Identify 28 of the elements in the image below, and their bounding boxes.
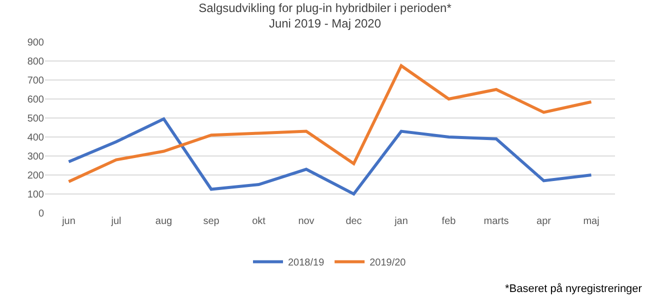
x-tick-label: dec bbox=[346, 216, 362, 227]
y-tick-label: 800 bbox=[27, 56, 44, 68]
x-tick-label: maj bbox=[583, 216, 600, 227]
y-tick-label: 0 bbox=[38, 208, 44, 220]
x-tick-label: jul bbox=[110, 216, 122, 227]
legend-label: 2019/20 bbox=[370, 258, 406, 269]
y-tick-label: 900 bbox=[27, 38, 44, 48]
x-tick-label: feb bbox=[442, 216, 456, 227]
text: *Baseret på nyregistreringer bbox=[505, 283, 642, 295]
x-tick-label: apr bbox=[536, 216, 552, 227]
line-series bbox=[67, 64, 593, 184]
y-tick-label: 300 bbox=[27, 152, 44, 162]
line-series bbox=[67, 117, 593, 196]
y-tick-label: 200 bbox=[27, 170, 44, 182]
x-tick-label: marts bbox=[484, 216, 509, 227]
y-tick-label: 700 bbox=[27, 76, 44, 86]
x-tick-label: jun bbox=[61, 216, 76, 227]
y-tick-label: 500 bbox=[27, 114, 44, 124]
x-tick-label: sep bbox=[203, 216, 220, 227]
legend-label: 2018/19 bbox=[288, 258, 325, 269]
y-tick-label: 600 bbox=[27, 94, 44, 106]
x-tick-label: aug bbox=[155, 216, 172, 227]
y-tick-label: 400 bbox=[27, 132, 44, 144]
x-tick-label: okt bbox=[252, 216, 266, 227]
x-tick-label: jan bbox=[394, 216, 408, 227]
chart-title: Salgsudvikling for plug-in hybridbiler i perioden* Juni 2019 - Maj 2020 bbox=[198, 0, 452, 30]
y-tick-label: 100 bbox=[27, 190, 44, 200]
x-tick-label: nov bbox=[298, 216, 314, 227]
